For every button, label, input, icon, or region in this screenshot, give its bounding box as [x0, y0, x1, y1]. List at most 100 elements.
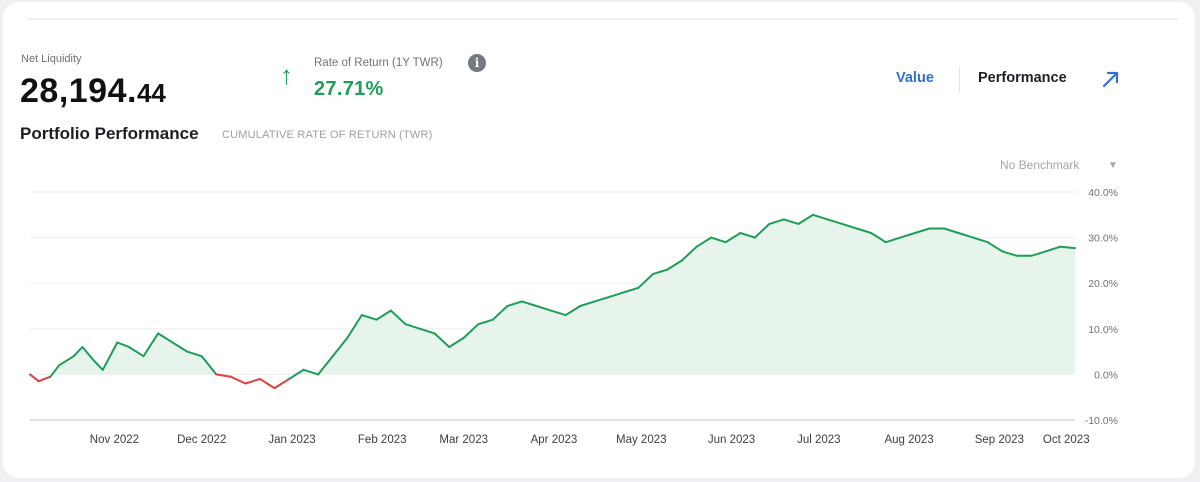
chart-subtitle: CUMULATIVE RATE OF RETURN (TWR)	[222, 129, 433, 141]
series-line-segment	[81, 346, 95, 362]
series-line-segment	[899, 232, 916, 239]
series-line-segment	[695, 236, 713, 248]
series-line-segment	[157, 332, 174, 344]
series-line-segment	[215, 373, 232, 378]
series-line-segment	[128, 346, 145, 358]
series-line-segment	[506, 300, 523, 307]
series-line-segment	[200, 355, 218, 376]
series-line-segment	[477, 318, 494, 326]
toggle-value-button[interactable]: Value	[896, 70, 934, 86]
series-line-segment	[244, 378, 261, 385]
series-line-segment	[1030, 250, 1047, 257]
series-line-segment	[58, 355, 75, 367]
series-line-segment	[37, 375, 52, 383]
series-line-segment	[812, 213, 829, 221]
series-line-segment	[768, 218, 785, 225]
net-liquidity-main: 28,194.	[20, 72, 137, 110]
series-line-segment	[1044, 245, 1062, 253]
x-tick-label: Aug 2023	[884, 434, 933, 446]
series-line-segment	[273, 378, 291, 390]
series-line-segment	[593, 295, 611, 303]
rate-of-return-value: 27.71%	[314, 78, 384, 100]
series-line-segment	[29, 373, 40, 383]
series-line-segment	[101, 341, 119, 371]
series-line-segment	[972, 236, 989, 244]
series-line-segment	[433, 332, 451, 348]
x-tick-label: May 2023	[616, 434, 667, 446]
y-tick-label: 40.0%	[1088, 187, 1118, 199]
y-tick-label: 10.0%	[1088, 324, 1118, 336]
rate-of-return-label: Rate of Return (1Y TWR)	[314, 57, 443, 69]
series-line-segment	[855, 227, 873, 234]
series-line-segment	[49, 364, 61, 378]
series-line-segment	[331, 336, 349, 358]
series-line-segment	[72, 346, 84, 358]
x-tick-label: Sep 2023	[975, 434, 1024, 446]
series-line-segment	[579, 300, 596, 307]
series-line-segment	[681, 245, 698, 262]
series-line-segment	[782, 218, 800, 225]
series-line-segment	[651, 268, 669, 276]
series-line-segment	[186, 350, 203, 358]
x-tick-label: Apr 2023	[531, 434, 578, 446]
series-line-segment	[360, 314, 378, 321]
series-line-segment	[608, 291, 625, 298]
series-line-segment	[142, 332, 160, 358]
series-line-segment	[826, 218, 844, 225]
series-line-segment	[564, 305, 582, 317]
info-icon[interactable]: i	[468, 54, 486, 72]
series-line-segment	[171, 341, 189, 353]
series-line-segment	[389, 309, 407, 326]
y-tick-label: 0.0%	[1094, 369, 1118, 381]
series-line-segment	[637, 273, 654, 289]
series-line-segment	[841, 222, 858, 230]
area-fill	[30, 214, 1075, 375]
chevron-down-icon[interactable]: ▼	[1108, 160, 1118, 171]
series-line-segment	[229, 375, 247, 385]
series-line-segment	[520, 300, 538, 307]
series-line-segment	[1001, 250, 1018, 257]
series-line-segment	[375, 309, 392, 321]
series-line-segment	[913, 227, 931, 234]
series-line-segment	[419, 327, 436, 335]
x-tick-label: Nov 2022	[90, 434, 139, 446]
toggle-performance-button[interactable]: Performance	[978, 70, 1067, 86]
series-line-segment	[739, 232, 756, 239]
series-line-segment	[797, 213, 814, 225]
series-line-segment	[491, 305, 509, 321]
net-liquidity-value: 28,194.44	[20, 72, 166, 111]
trend-up-arrow-icon: ↑	[280, 60, 293, 90]
series-line-segment	[259, 378, 276, 390]
series-line-segment	[346, 314, 363, 339]
series-line-segment	[535, 305, 552, 312]
portfolio-card	[3, 2, 1195, 478]
y-tick-label: -10.0%	[1085, 415, 1118, 427]
series-line-segment	[884, 236, 902, 244]
y-tick-label: 20.0%	[1088, 278, 1118, 290]
series-line-segment	[1059, 245, 1076, 250]
x-tick-label: Mar 2023	[439, 434, 488, 446]
x-tick-label: Dec 2022	[177, 434, 226, 446]
expand-arrow-icon[interactable]	[1099, 67, 1123, 91]
x-tick-label: Jul 2023	[797, 434, 840, 446]
series-line-segment	[288, 368, 305, 380]
series-line-segment	[404, 323, 422, 330]
series-line-segment	[302, 368, 320, 376]
toggle-separator	[959, 66, 960, 92]
x-tick-label: Feb 2023	[358, 434, 407, 446]
series-line-segment	[93, 359, 104, 371]
series-line-segment	[550, 309, 567, 317]
series-line-segment	[986, 241, 1004, 253]
series-line-segment	[724, 232, 742, 244]
x-tick-label: Jun 2023	[708, 434, 755, 446]
series-line-segment	[448, 336, 465, 348]
series-line-segment	[116, 341, 130, 348]
net-liquidity-decimals: 44	[136, 78, 166, 108]
series-line-segment	[710, 236, 727, 244]
series-line-segment	[462, 323, 480, 339]
benchmark-dropdown[interactable]: No Benchmark	[1000, 158, 1080, 172]
series-line-segment	[943, 227, 960, 234]
net-liquidity-label: Net Liquidity	[21, 53, 82, 65]
series-line-segment	[753, 222, 771, 239]
